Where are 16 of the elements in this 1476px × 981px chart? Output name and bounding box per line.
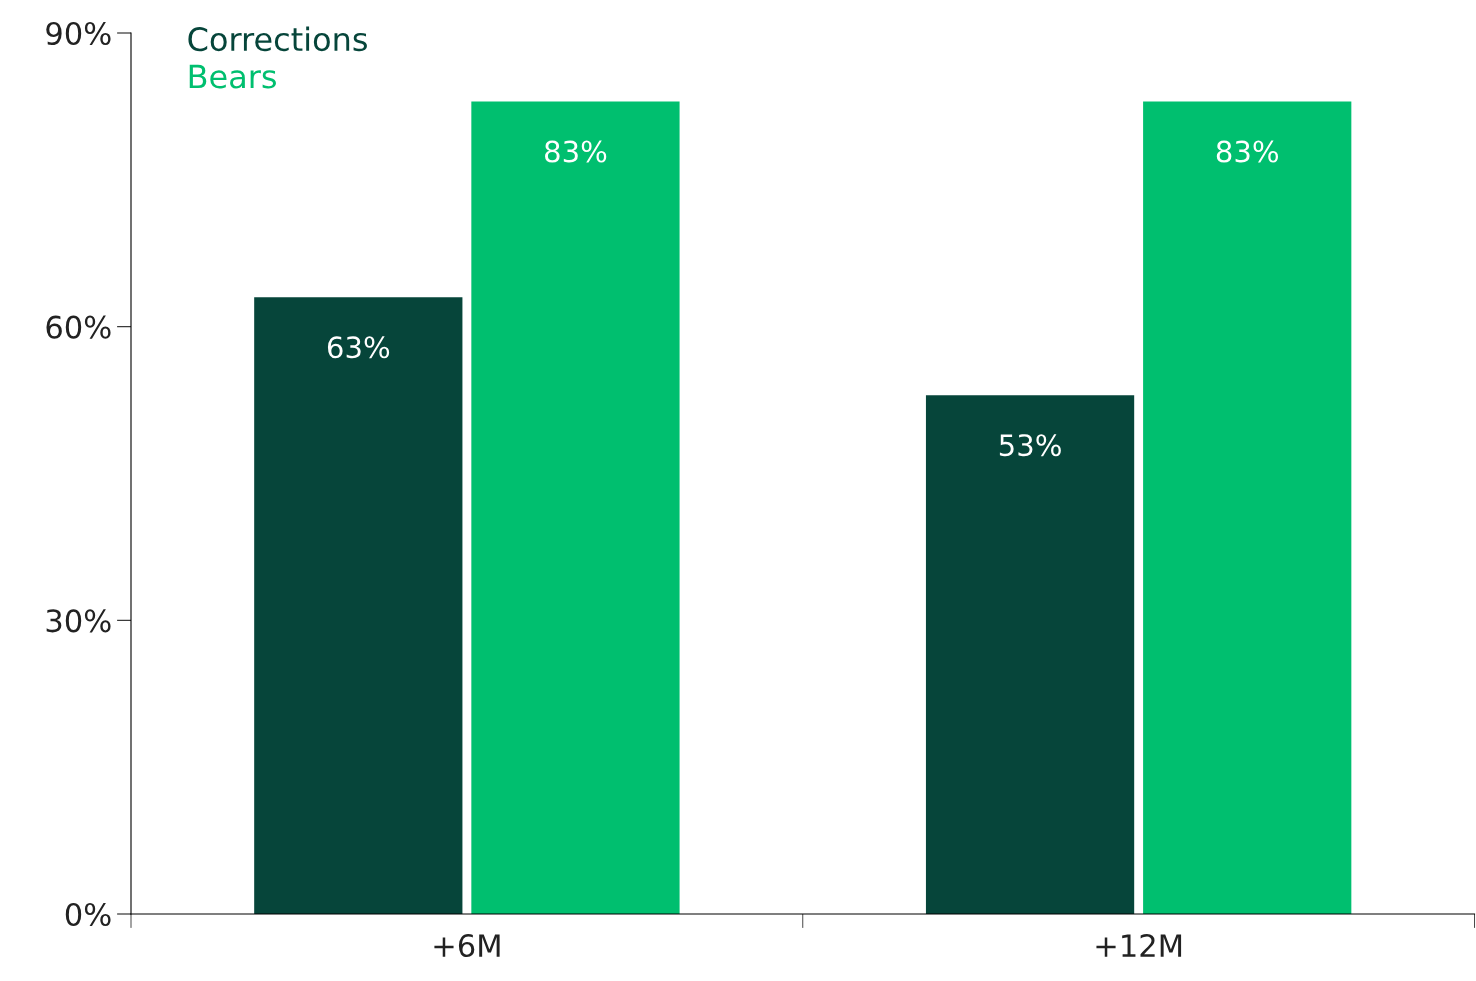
y-tick-label: 30% bbox=[46, 609, 111, 633]
text: Bears bbox=[189, 64, 276, 89]
x-tick-label: +6M bbox=[434, 933, 500, 958]
y-tick-label: 60% bbox=[46, 315, 111, 339]
data-label: 83% bbox=[545, 140, 607, 163]
x-tick-label: +12M bbox=[1096, 933, 1182, 957]
bar bbox=[925, 395, 1135, 914]
bar bbox=[1143, 101, 1352, 914]
y-tick-label: 90% bbox=[46, 21, 111, 46]
data-label: 53% bbox=[999, 434, 1061, 457]
text: Corrections bbox=[188, 26, 367, 52]
data-label: 83% bbox=[1216, 140, 1279, 163]
bar bbox=[254, 297, 463, 914]
y-tick-label: 0% bbox=[65, 902, 111, 927]
bar bbox=[471, 101, 680, 914]
data-label: 63% bbox=[327, 336, 390, 359]
